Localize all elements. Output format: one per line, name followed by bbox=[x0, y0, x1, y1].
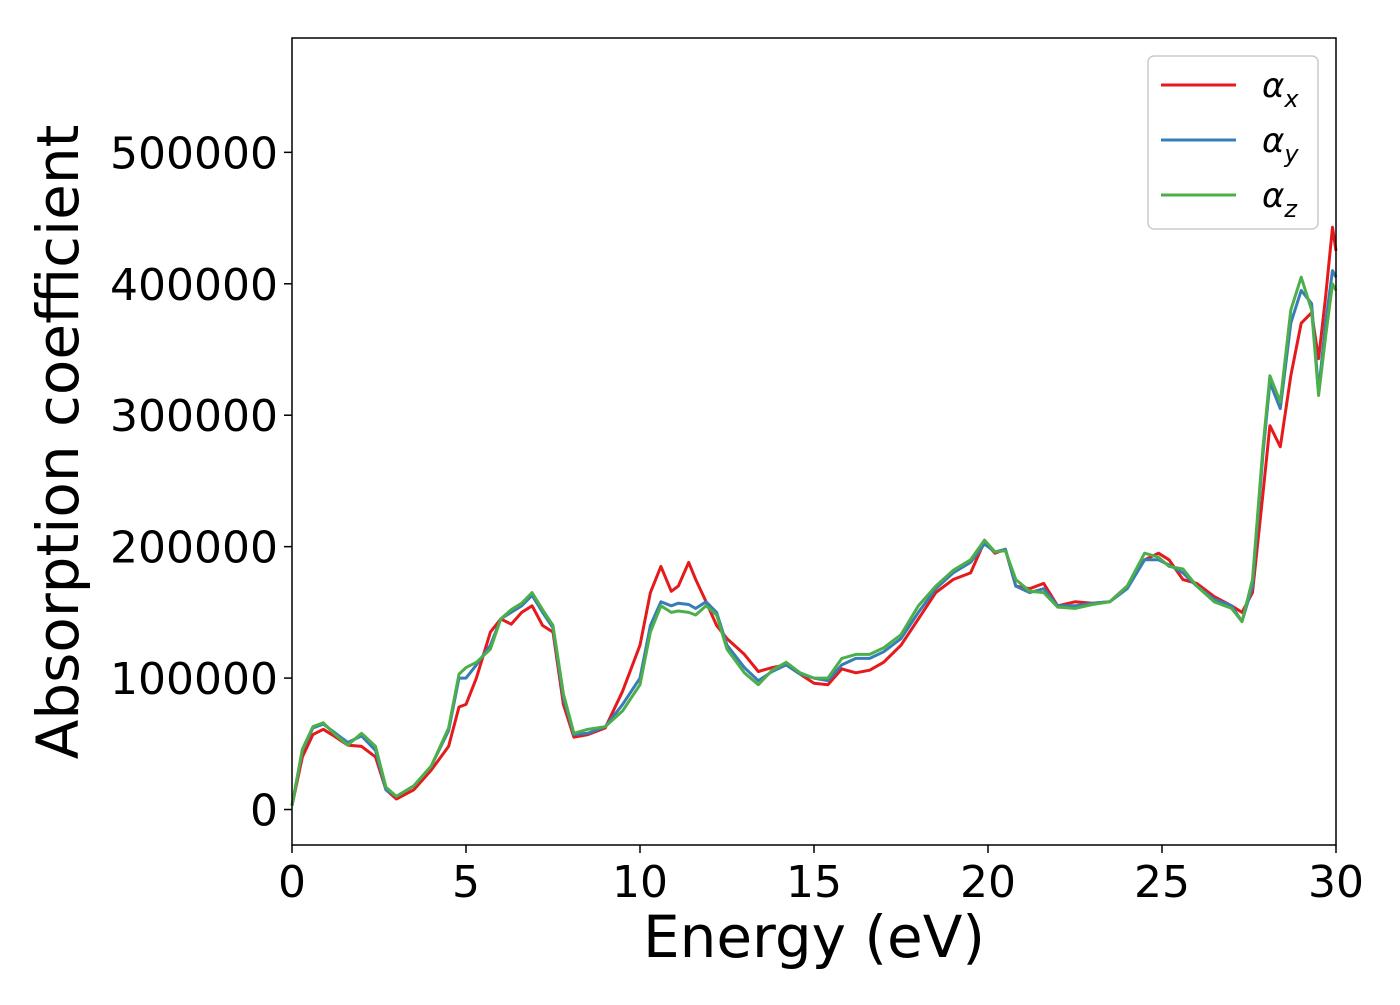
y-axis-title: Absorption coefficient bbox=[24, 125, 92, 760]
legend-box bbox=[1147, 55, 1319, 230]
x-tick-label: 20 bbox=[960, 857, 1016, 908]
y-axis: 0 100000 200000 300000 400000 500000 bbox=[110, 128, 292, 837]
x-axis-title: Energy (eV) bbox=[643, 903, 985, 971]
x-tick-label: 10 bbox=[612, 857, 668, 908]
x-tick-label: 30 bbox=[1308, 857, 1364, 908]
x-axis: 0 5 10 15 20 25 30 bbox=[278, 845, 1364, 908]
x-tick-label: 0 bbox=[278, 857, 306, 908]
x-tick-label: 25 bbox=[1134, 857, 1190, 908]
series-line-z bbox=[290, 275, 1338, 806]
y-tick-label: 100000 bbox=[110, 654, 278, 705]
y-tick-label: 400000 bbox=[110, 260, 278, 311]
y-tick-label: 300000 bbox=[110, 391, 278, 442]
y-tick-label: 500000 bbox=[110, 128, 278, 179]
y-tick-label: 200000 bbox=[110, 523, 278, 574]
legend-label-z: αz bbox=[1262, 176, 1298, 223]
x-tick-label: 5 bbox=[452, 857, 480, 908]
legend-label-y: αy bbox=[1262, 121, 1299, 168]
legend: αx αy αz bbox=[1147, 55, 1319, 230]
legend-label-x: αx bbox=[1262, 66, 1299, 113]
x-tick-label: 15 bbox=[786, 857, 842, 908]
y-tick-label: 0 bbox=[250, 786, 278, 837]
series-line-x bbox=[290, 225, 1338, 806]
series-layer bbox=[290, 225, 1338, 806]
